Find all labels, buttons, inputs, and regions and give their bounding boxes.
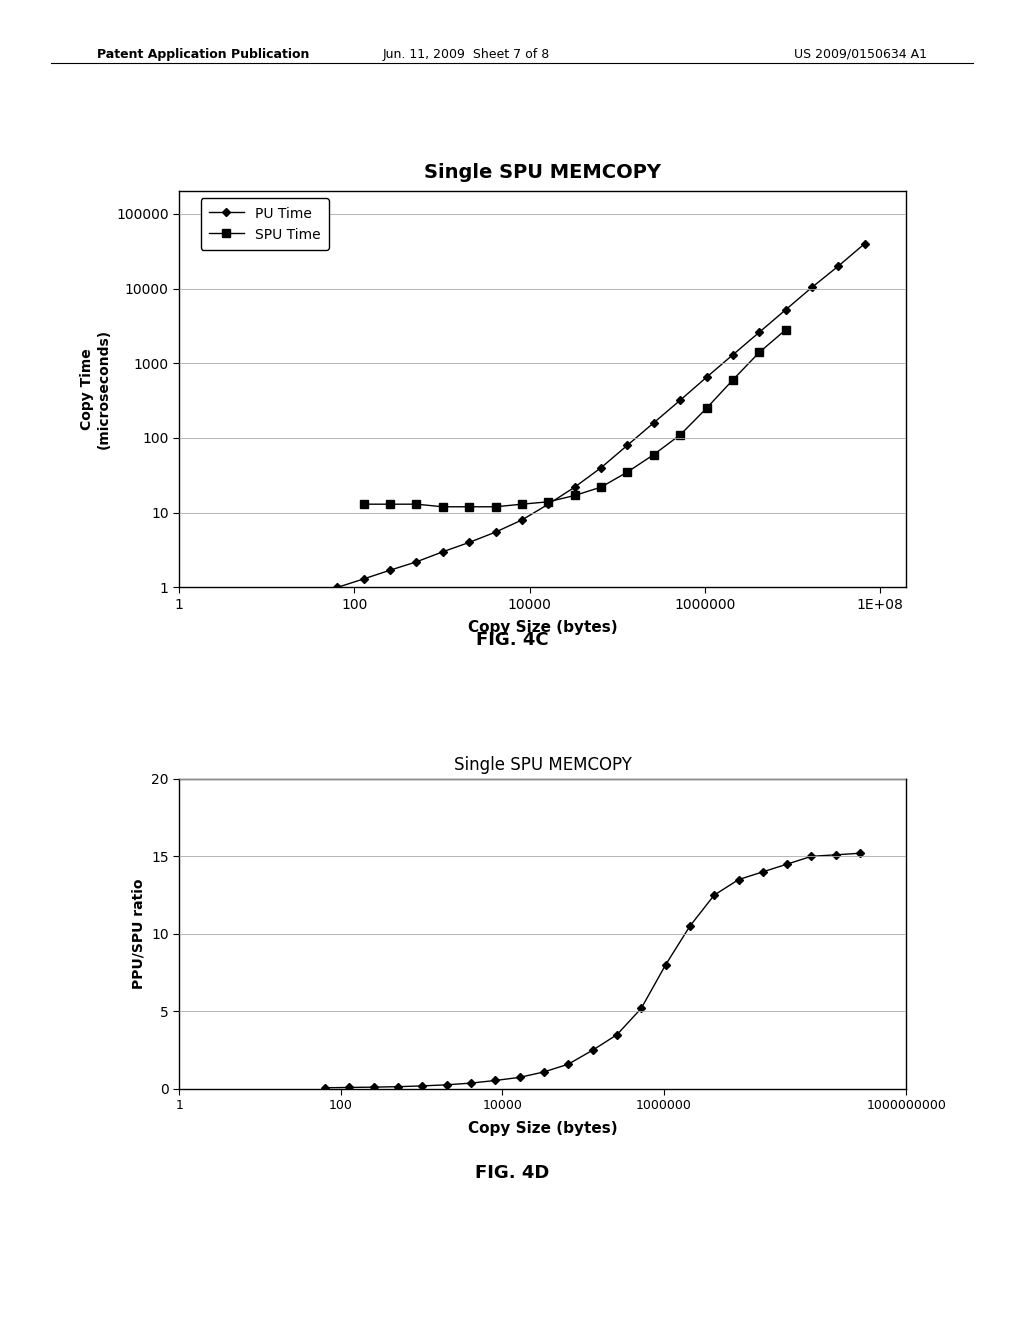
- SPU Time: [622, 465, 634, 480]
- PU Time: [384, 562, 396, 578]
- SPU Time: [436, 499, 449, 515]
- SPU Time: [779, 322, 792, 338]
- SPU Time: [674, 426, 686, 442]
- PU Time: [516, 512, 528, 528]
- SPU Time: [568, 487, 581, 503]
- Text: FIG. 4C: FIG. 4C: [476, 631, 548, 649]
- PU Time: [806, 280, 818, 296]
- PU Time: [779, 302, 792, 318]
- SPU Time: [357, 496, 370, 512]
- PU Time: [542, 496, 554, 512]
- SPU Time: [384, 496, 396, 512]
- PU Time: [357, 572, 370, 587]
- Text: US 2009/0150634 A1: US 2009/0150634 A1: [794, 48, 927, 61]
- Legend: PU Time, SPU Time: PU Time, SPU Time: [201, 198, 329, 249]
- SPU Time: [700, 400, 713, 416]
- PU Time: [858, 236, 870, 252]
- SPU Time: [516, 496, 528, 512]
- Y-axis label: Copy Time
(microseconds): Copy Time (microseconds): [81, 329, 111, 450]
- SPU Time: [489, 499, 502, 515]
- PU Time: [674, 392, 686, 408]
- PU Time: [753, 325, 765, 341]
- PU Time: [595, 459, 607, 475]
- SPU Time: [542, 494, 554, 510]
- SPU Time: [647, 446, 659, 462]
- PU Time: [436, 544, 449, 560]
- PU Time: [833, 259, 845, 275]
- X-axis label: Copy Size (bytes): Copy Size (bytes): [468, 620, 617, 635]
- PU Time: [700, 370, 713, 385]
- PU Time: [411, 554, 423, 570]
- SPU Time: [411, 496, 423, 512]
- PU Time: [463, 535, 475, 550]
- PU Time: [647, 414, 659, 430]
- PU Time: [331, 579, 343, 595]
- Text: FIG. 4D: FIG. 4D: [475, 1164, 549, 1183]
- PU Time: [489, 524, 502, 540]
- X-axis label: Copy Size (bytes): Copy Size (bytes): [468, 1121, 617, 1135]
- Y-axis label: PPU/SPU ratio: PPU/SPU ratio: [132, 879, 145, 989]
- SPU Time: [463, 499, 475, 515]
- PU Time: [727, 347, 739, 363]
- Line: SPU Time: SPU Time: [359, 326, 790, 511]
- SPU Time: [727, 372, 739, 388]
- Line: PU Time: PU Time: [334, 240, 867, 590]
- Text: Jun. 11, 2009  Sheet 7 of 8: Jun. 11, 2009 Sheet 7 of 8: [382, 48, 550, 61]
- Title: Single SPU MEMCOPY: Single SPU MEMCOPY: [424, 162, 662, 182]
- SPU Time: [753, 345, 765, 360]
- PU Time: [622, 437, 634, 453]
- PU Time: [568, 479, 581, 495]
- Text: Patent Application Publication: Patent Application Publication: [97, 48, 309, 61]
- SPU Time: [595, 479, 607, 495]
- Title: Single SPU MEMCOPY: Single SPU MEMCOPY: [454, 756, 632, 775]
